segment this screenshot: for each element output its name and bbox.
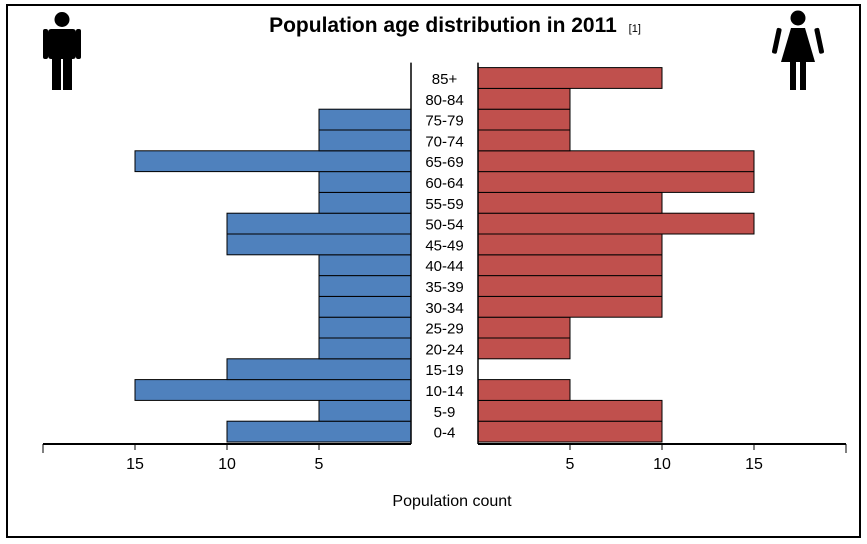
left-tick-label: 15 xyxy=(126,456,144,473)
female-bar-70-74 xyxy=(477,129,571,152)
age-label-20-24: 20-24 xyxy=(425,341,463,358)
age-label-35-39: 35-39 xyxy=(425,279,463,296)
x-axis-label: Population count xyxy=(392,493,512,510)
male-bar-35-39 xyxy=(318,275,412,297)
female-bar-20-24 xyxy=(477,337,571,360)
age-label-50-54: 50-54 xyxy=(425,217,463,234)
male-bar-15-19 xyxy=(226,358,412,381)
age-label-75-79: 75-79 xyxy=(425,113,463,130)
age-label-55-59: 55-59 xyxy=(425,196,463,213)
age-label-45-49: 45-49 xyxy=(425,237,463,254)
male-bar-65-69 xyxy=(134,150,412,173)
age-label-65-69: 65-69 xyxy=(425,154,463,171)
chart-title-note: [1] xyxy=(629,23,641,35)
age-label-60-64: 60-64 xyxy=(425,175,463,192)
female-bar-25-29 xyxy=(477,316,571,339)
female-bar-35-39 xyxy=(477,275,663,297)
male-bar-50-54 xyxy=(226,212,412,235)
axes xyxy=(42,62,847,453)
female-bar-55-59 xyxy=(477,191,663,214)
female-bar-30-34 xyxy=(477,295,663,318)
male-bar-30-34 xyxy=(318,295,412,318)
right-tick-label: 15 xyxy=(745,456,763,473)
female-bar-50-54 xyxy=(477,212,755,235)
left-tick-label: 10 xyxy=(218,456,236,473)
age-label-85+: 85+ xyxy=(432,71,458,88)
right-tick-label: 5 xyxy=(566,456,575,473)
chart-title: Population age distribution in 2011 xyxy=(269,14,617,37)
female-figure-icon xyxy=(772,10,824,90)
left-tick-label: 5 xyxy=(315,456,324,473)
male-bar-10-14 xyxy=(134,379,412,401)
male-bars xyxy=(134,108,412,443)
age-label-30-34: 30-34 xyxy=(425,300,463,317)
female-bar-0-4 xyxy=(477,420,663,443)
female-bar-10-14 xyxy=(477,379,571,401)
male-bar-55-59 xyxy=(318,191,412,214)
age-label-40-44: 40-44 xyxy=(425,258,463,275)
age-group-labels: 0-4 5-9 10-14 15-19 20-24 25-29 30-34 35-39 40-4… xyxy=(425,71,463,442)
female-bar-40-44 xyxy=(477,254,663,277)
age-label-80-84: 80-84 xyxy=(425,92,463,109)
female-bar-60-64 xyxy=(477,171,755,193)
female-bar-45-49 xyxy=(477,233,663,256)
male-bar-20-24 xyxy=(318,337,412,360)
male-bar-45-49 xyxy=(226,233,412,256)
male-bar-75-79 xyxy=(318,108,412,131)
age-label-10-14: 10-14 xyxy=(425,383,463,400)
male-bar-40-44 xyxy=(318,254,412,277)
female-bar-75-79 xyxy=(477,108,571,131)
female-bar-5-9 xyxy=(477,399,663,422)
age-label-15-19: 15-19 xyxy=(425,362,463,379)
male-bar-60-64 xyxy=(318,171,412,193)
female-bars xyxy=(477,67,755,443)
right-tick-label: 10 xyxy=(653,456,671,473)
male-bar-70-74 xyxy=(318,129,412,152)
age-label-25-29: 25-29 xyxy=(425,321,463,338)
female-bar-65-69 xyxy=(477,150,755,173)
female-bar-80-84 xyxy=(477,87,571,110)
chart-title-group: Population age distribution in 2011 [1] xyxy=(269,14,641,37)
female-bar-85+ xyxy=(477,67,663,89)
age-label-0-4: 0-4 xyxy=(434,425,456,442)
age-label-70-74: 70-74 xyxy=(425,133,463,150)
male-bar-5-9 xyxy=(318,399,412,422)
age-label-5-9: 5-9 xyxy=(434,404,456,421)
chart-frame xyxy=(6,4,861,538)
svg-text:Population age distribution in: Population age distribution in 2011 [1] xyxy=(269,14,641,37)
male-bar-25-29 xyxy=(318,316,412,339)
male-figure-icon xyxy=(43,12,81,90)
male-bar-0-4 xyxy=(226,420,412,443)
tick-labels: 15 10 5 5 10 15 xyxy=(126,456,763,473)
